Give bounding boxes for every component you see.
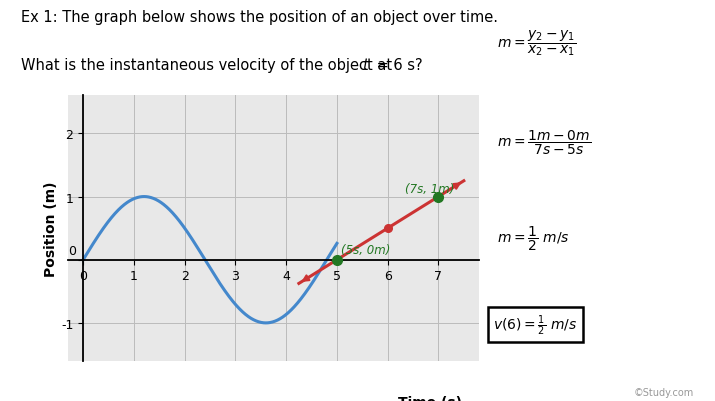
Text: $v(6) = \frac{1}{2}\ m/s$: $v(6) = \frac{1}{2}\ m/s$ [493,313,578,337]
Text: $m = \dfrac{y_2 - y_1}{x_2 - x_1}$: $m = \dfrac{y_2 - y_1}{x_2 - x_1}$ [497,28,576,58]
Text: $m = \dfrac{1m - 0m}{7s - 5s}$: $m = \dfrac{1m - 0m}{7s - 5s}$ [497,128,591,156]
Text: t: t [363,58,368,73]
Text: Ex 1: The graph below shows the position of an object over time.: Ex 1: The graph below shows the position… [21,10,498,25]
X-axis label: Time (s): Time (s) [398,395,462,401]
Y-axis label: Position (m): Position (m) [44,181,59,276]
Text: (5s, 0m): (5s, 0m) [341,244,390,257]
Text: (7s, 1m): (7s, 1m) [405,182,455,195]
Text: What is the instantaneous velocity of the object at: What is the instantaneous velocity of th… [21,58,398,73]
Text: ©Study.com: ©Study.com [633,387,694,397]
Text: $m = \dfrac{1}{2}\ m/s$: $m = \dfrac{1}{2}\ m/s$ [497,225,570,253]
Text: 0: 0 [68,244,76,257]
Text: = 6 s?: = 6 s? [372,58,423,73]
